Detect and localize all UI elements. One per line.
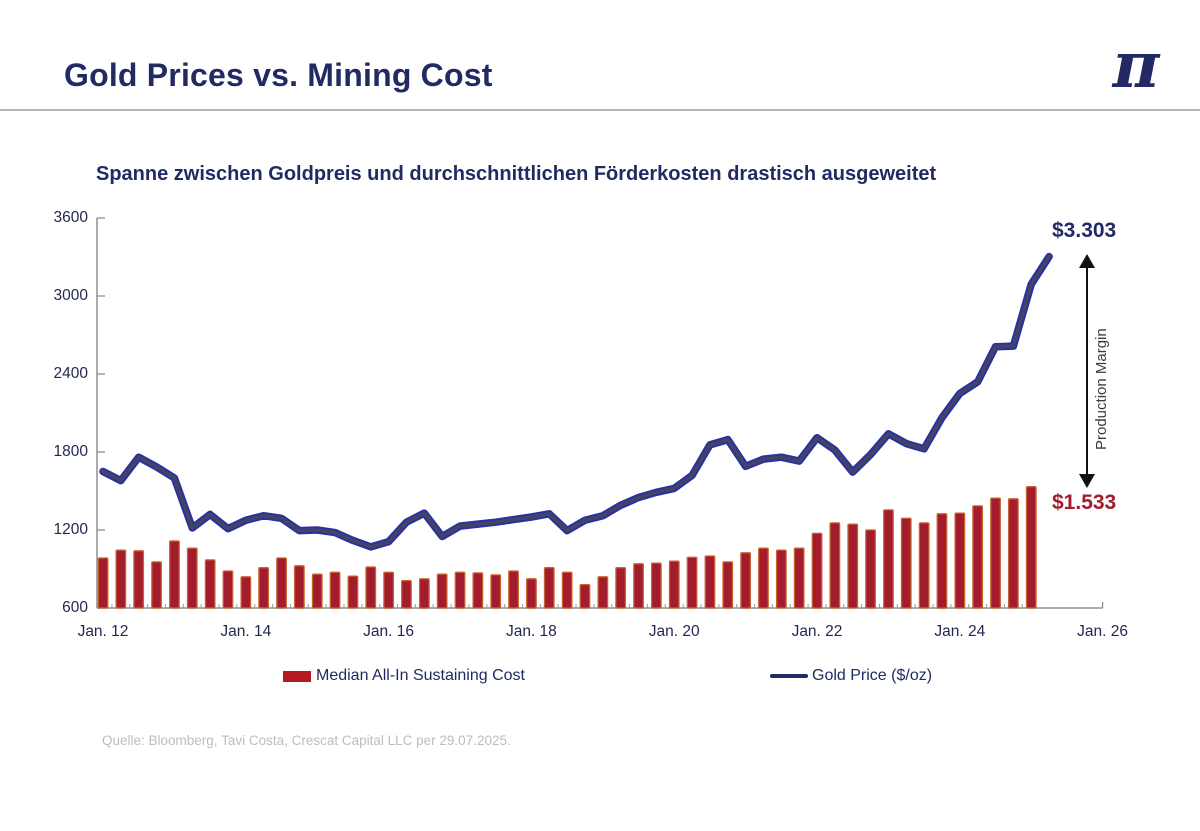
aisc-bar: [918, 522, 930, 609]
source-note: Quelle: Bloomberg, Tavi Costa, Crescat C…: [102, 733, 511, 748]
x-axis-label: Jan. 24: [934, 623, 986, 640]
arrow-up-head: [1079, 254, 1095, 268]
aisc-bar: [775, 549, 787, 609]
aisc-bar: [829, 522, 841, 609]
aisc-bar: [293, 565, 305, 609]
aisc-bar: [704, 555, 716, 609]
aisc-bar: [793, 547, 805, 609]
aisc-bar: [526, 578, 537, 609]
aisc-bar: [454, 571, 466, 609]
chart-subtitle: Spanne zwischen Goldpreis und durchschni…: [96, 163, 937, 185]
y-axis-label: 3000: [53, 287, 88, 304]
aisc-bar: [222, 570, 234, 609]
aisc-bar: [650, 562, 662, 609]
aisc-bar: [186, 547, 198, 609]
legend-item-gold: Gold Price ($/oz): [770, 666, 932, 686]
aisc-bar: [561, 571, 573, 609]
page-title: Gold Prices vs. Mining Cost: [64, 57, 493, 93]
aisc-bar: [490, 574, 502, 609]
pi-logo-icon: π: [1112, 28, 1160, 103]
aisc-bar: [633, 563, 644, 609]
x-axis-label: Jan. 14: [220, 623, 272, 640]
gold-price-value-annotation: $3.303: [1052, 219, 1117, 242]
aisc-bar: [258, 567, 270, 609]
aisc-bar: [972, 505, 984, 609]
production-margin-arrow-icon: [1079, 254, 1095, 488]
production-margin-label: Production Margin: [1093, 328, 1110, 450]
aisc-bar: [169, 540, 180, 609]
arrow-shaft: [1085, 262, 1089, 480]
aisc-bar: [936, 513, 948, 609]
aisc-bar: [508, 570, 519, 609]
aisc-bar: [1007, 498, 1019, 609]
aisc-bar: [900, 517, 912, 609]
aisc-bar: [668, 560, 680, 609]
aisc-bar: [276, 557, 287, 609]
aisc-legend-label: Median All-In Sustaining Cost: [316, 667, 525, 684]
arrow-down-head: [1079, 474, 1095, 488]
aisc-bar: [847, 523, 859, 609]
aisc-bar: [347, 575, 359, 609]
aisc-legend-swatch-icon: [283, 670, 311, 682]
aisc-bar: [311, 573, 323, 609]
legend-item-aisc: Median All-In Sustaining Cost: [283, 666, 525, 686]
header-divider: [0, 109, 1200, 111]
aisc-bar: [686, 556, 698, 609]
x-axis-label: Jan. 12: [77, 623, 129, 640]
aisc-value-annotation: $1.533: [1052, 491, 1117, 514]
aisc-bar: [990, 497, 1001, 609]
aisc-bar: [133, 550, 145, 609]
aisc-bar: [418, 578, 430, 609]
aisc-bar: [597, 576, 609, 609]
aisc-bar: [579, 583, 591, 609]
x-axis-label: Jan. 22: [791, 623, 843, 640]
x-axis-label: Jan. 26: [1077, 623, 1129, 640]
aisc-bar: [240, 576, 252, 609]
aisc-bar: [865, 529, 876, 609]
aisc-bar: [758, 547, 769, 609]
aisc-bar: [722, 561, 734, 609]
aisc-bar: [401, 580, 412, 609]
aisc-bar: [204, 559, 216, 609]
aisc-bar: [97, 557, 109, 609]
aisc-bar: [383, 571, 395, 609]
aisc-bar: [740, 552, 752, 609]
y-axis-label: 1200: [53, 521, 88, 538]
aisc-bar: [472, 572, 484, 609]
gold-legend-label: Gold Price ($/oz): [812, 667, 933, 684]
gold-price-line: [99, 252, 1053, 551]
aisc-bar: [954, 512, 966, 609]
aisc-bar: [329, 571, 341, 609]
y-axis-label: 600: [62, 599, 88, 616]
y-axis-label: 1800: [53, 443, 88, 460]
aisc-bar: [811, 532, 823, 609]
x-axis-label: Jan. 20: [648, 623, 700, 640]
aisc-bar: [365, 566, 377, 609]
y-axis-label: 2400: [53, 365, 88, 382]
aisc-bar: [543, 567, 555, 609]
aisc-bar: [883, 509, 894, 609]
gold-price-line-core: [101, 254, 1051, 549]
x-axis-label: Jan. 16: [363, 623, 415, 640]
aisc-bar: [115, 549, 127, 609]
x-axis-label: Jan. 18: [505, 623, 557, 640]
y-axis-label: 3600: [53, 209, 88, 226]
aisc-bar: [615, 567, 627, 609]
aisc-bar: [1025, 486, 1037, 609]
gold-legend-swatch-icon: [770, 674, 808, 678]
aisc-bar: [436, 573, 448, 609]
aisc-bar: [151, 561, 162, 609]
